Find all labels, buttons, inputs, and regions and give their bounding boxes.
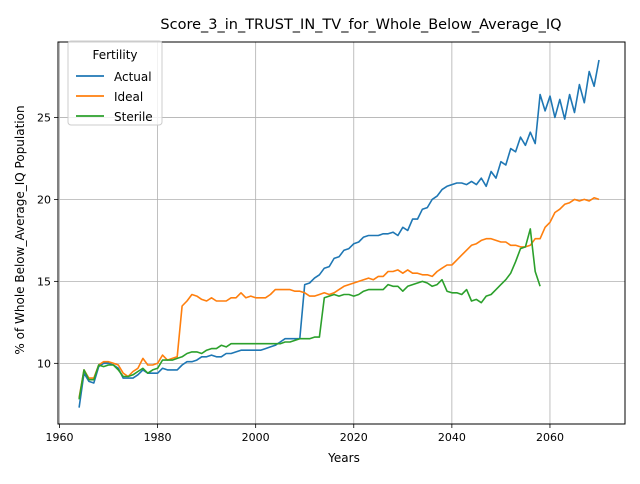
x-axis-label: Years (327, 451, 360, 465)
legend: Fertility Actual Ideal Sterile (67, 40, 163, 126)
legend-label-ideal: Ideal (114, 90, 143, 104)
axis-ticks: 1960 1980 2000 2020 2040 2060 10 15 20 25 (37, 111, 564, 444)
series-line-ideal (78, 197, 600, 398)
y-tick-label: 25 (37, 111, 51, 124)
series-line-sterile (78, 228, 541, 400)
chart-title: Score_3_in_TRUST_IN_TV_for_Whole_Below_A… (160, 17, 561, 33)
legend-label-actual: Actual (114, 70, 152, 84)
series-lines (78, 59, 600, 408)
legend-title: Fertility (92, 48, 137, 62)
legend-frame (67, 40, 163, 126)
grid-lines (58, 42, 625, 424)
x-tick-label: 2000 (242, 431, 270, 444)
series-line-actual (78, 59, 600, 408)
x-tick-label: 2020 (340, 431, 368, 444)
y-tick-label: 10 (37, 357, 51, 370)
y-tick-label: 20 (37, 193, 51, 206)
x-tick-label: 1960 (45, 431, 73, 444)
y-tick-label: 15 (37, 275, 51, 288)
plot-area-frame (57, 41, 626, 425)
x-tick-label: 2040 (438, 431, 466, 444)
x-tick-label: 1980 (144, 431, 172, 444)
y-axis-label: % of Whole Below_Average_IQ Population (13, 105, 27, 354)
x-tick-label: 2060 (536, 431, 564, 444)
legend-label-sterile: Sterile (114, 110, 153, 124)
